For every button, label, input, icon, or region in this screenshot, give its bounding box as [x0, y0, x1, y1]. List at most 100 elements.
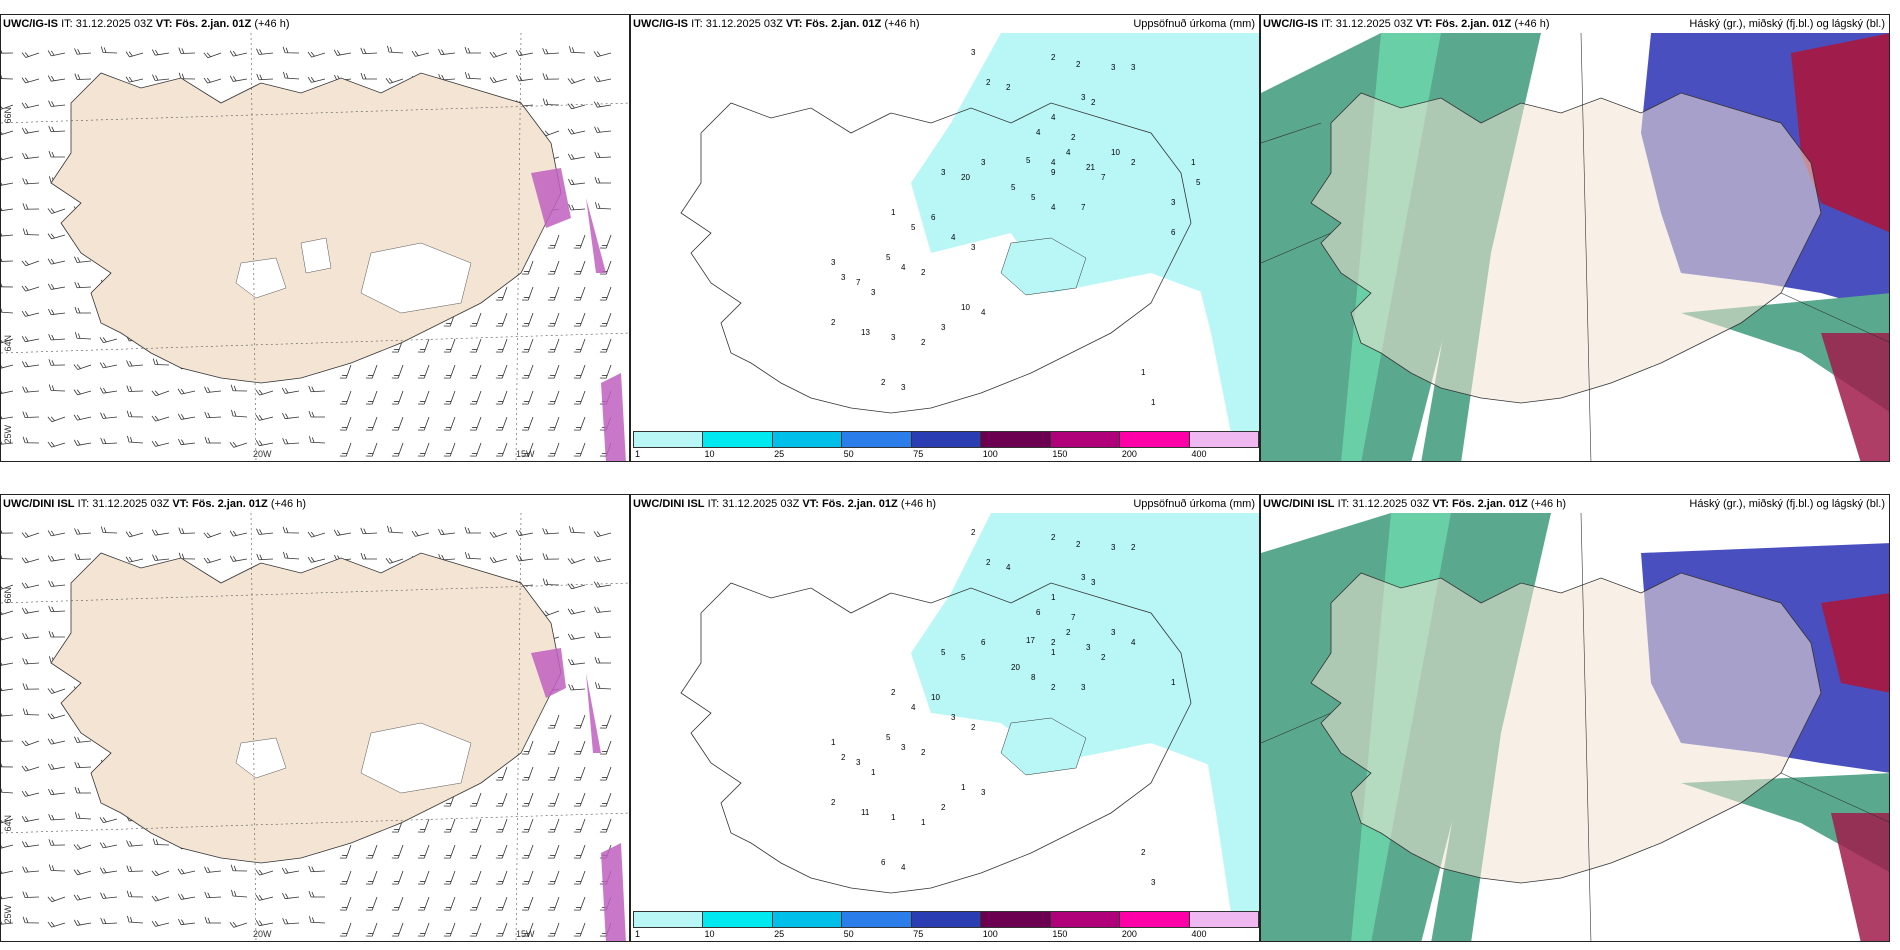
wind-barb — [489, 77, 508, 84]
panel-title: Háský (gr.), miðský (fj.bl.) og lágský (… — [1689, 498, 1885, 510]
wind-barb — [339, 896, 352, 911]
wind-barb — [48, 630, 65, 638]
wind-barb — [365, 390, 378, 405]
precip-value: 5 — [886, 733, 891, 742]
legend-label: 400 — [1191, 449, 1207, 459]
wind-barb — [1, 338, 14, 344]
wind-barb — [126, 890, 144, 898]
wind-barb — [74, 256, 92, 263]
wind-barb — [391, 416, 404, 431]
wind-barb — [573, 416, 586, 431]
wind-barb — [204, 916, 221, 924]
wind-barb — [73, 894, 92, 901]
legend-swatch — [981, 912, 1051, 927]
wind-barb — [469, 922, 482, 937]
wind-barb — [100, 437, 118, 445]
wind-barb — [203, 532, 222, 539]
wind-barb — [521, 740, 534, 755]
wind-barb — [47, 50, 66, 57]
wind-barb — [568, 658, 586, 666]
wind-barb — [151, 920, 170, 927]
wind-barb — [48, 150, 65, 158]
legend-label: 1 — [635, 449, 641, 459]
wind-barb — [469, 390, 482, 405]
wind-barb — [74, 736, 92, 743]
precip-value: 2 — [881, 378, 886, 387]
wind-barb — [547, 416, 560, 431]
wind-barb — [438, 528, 456, 536]
wind-barb — [1, 104, 14, 111]
wind-barb — [74, 306, 91, 314]
legend-swatch — [1050, 912, 1121, 927]
precip-value: 3 — [1111, 543, 1116, 552]
wind-barb — [515, 49, 534, 57]
wind-barb — [542, 98, 560, 106]
precip-value: 4 — [1036, 128, 1041, 137]
wind-barb — [469, 818, 482, 833]
precip-value: 2 — [831, 798, 836, 807]
wind-barb — [178, 918, 196, 926]
wind-barb — [151, 870, 170, 877]
legend-swatch — [1189, 432, 1258, 447]
wind-barb — [573, 338, 586, 353]
wind-barb — [593, 51, 612, 58]
precip-value: 2 — [1066, 628, 1071, 637]
wind-barb — [594, 176, 611, 184]
wind-barb — [282, 526, 300, 534]
wind-barb — [1, 659, 14, 667]
precip-value: 6 — [981, 638, 986, 647]
wind-barb — [99, 362, 118, 369]
wind-barb — [125, 76, 144, 83]
wind-barb — [387, 45, 404, 54]
wind-barb — [443, 818, 456, 833]
precip-value: 1 — [1051, 593, 1056, 602]
precip-value: 6 — [881, 858, 886, 867]
wind-barb — [47, 713, 66, 720]
wind-barb — [22, 632, 40, 640]
legend-label: 150 — [1052, 449, 1068, 459]
wind-barb — [365, 870, 378, 885]
precip-value: 5 — [1031, 193, 1036, 202]
panel-header: UWC/DINI ISL IT: 31.12.2025 03Z VT: Fös.… — [3, 498, 306, 510]
legend-label: 75 — [913, 929, 924, 939]
wind-barb — [568, 683, 586, 691]
panel-header: UWC/IG-IS IT: 31.12.2025 03Z VT: Fös. 2.… — [3, 18, 290, 30]
wind-barb — [21, 607, 40, 614]
wind-barb — [47, 258, 66, 265]
legend-swatch — [634, 432, 704, 447]
wind-barb — [307, 531, 326, 538]
wind-barb — [151, 49, 170, 56]
precip-value: 2 — [1051, 53, 1056, 62]
wind-barb — [495, 338, 508, 353]
wind-barb — [573, 844, 586, 859]
wind-barb — [151, 529, 170, 536]
wind-barb — [21, 52, 40, 58]
wind-barb — [567, 583, 586, 590]
wind-barb — [542, 47, 560, 55]
wind-barb — [573, 390, 586, 405]
wind-barb — [100, 526, 118, 534]
wind-barb — [1, 230, 14, 237]
precip-value: 6 — [1171, 228, 1176, 237]
wind-barb — [1, 363, 14, 370]
precip-value: 1 — [831, 738, 836, 747]
wind-barb — [1, 305, 14, 314]
wind-barb — [73, 414, 92, 421]
wind-barb — [495, 390, 508, 405]
wind-barb — [127, 435, 144, 444]
precip-value: 2 — [921, 748, 926, 757]
wind-barb — [542, 527, 560, 535]
legend-swatch — [703, 912, 773, 927]
wind-barb — [547, 234, 560, 249]
wind-barb — [521, 818, 534, 833]
wind-barb — [573, 740, 586, 755]
wind-barb — [47, 763, 66, 770]
precip-value: 2 — [986, 78, 991, 87]
wind-barb — [255, 894, 274, 901]
wind-barb — [21, 335, 40, 343]
precip-value: 4 — [901, 263, 906, 272]
wind-barb — [489, 557, 508, 564]
wind-barb — [126, 865, 144, 872]
wind-barb — [443, 416, 456, 431]
